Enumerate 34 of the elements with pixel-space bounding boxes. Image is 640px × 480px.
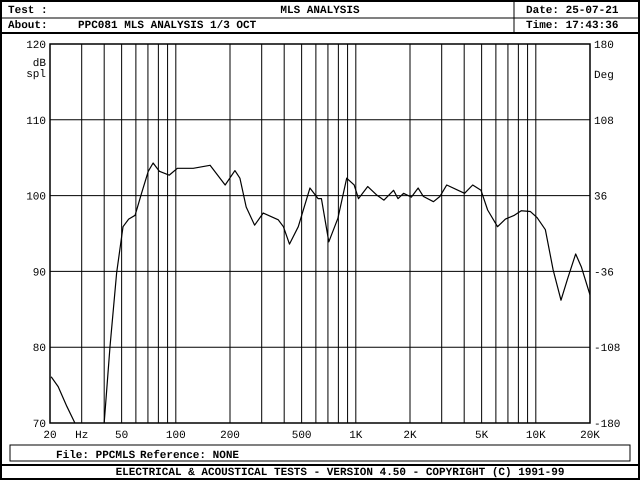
- y-axis-title: dB spl: [26, 58, 46, 81]
- x-tick-label: 500: [292, 430, 312, 442]
- text: Time: 17:43:36: [526, 20, 618, 32]
- y2-axis-title: Deg: [594, 70, 614, 82]
- text: Test :: [8, 5, 48, 17]
- y-tick-label: 90: [32, 267, 46, 280]
- y2-tick-label: 180: [594, 40, 614, 52]
- x-tick-label: 100: [166, 430, 186, 442]
- text: Date: 25-07-21: [526, 5, 619, 17]
- text: About:: [8, 20, 48, 32]
- x-tick-label: 20K: [580, 430, 600, 442]
- x-tick-label: 50: [115, 430, 128, 442]
- y2-tick-label: -180: [594, 419, 620, 431]
- x-tick-label: 200: [220, 430, 240, 442]
- y-tick-label: 100: [26, 192, 46, 204]
- x-tick-label: 5K: [475, 430, 489, 442]
- text: File: PPCMLS: [56, 450, 136, 462]
- chart-title: MLS ANALYSIS: [280, 5, 360, 17]
- y2-tick-label: -36: [594, 267, 614, 280]
- x-tick-label: 2K: [403, 430, 417, 442]
- y2-tick-label: 108: [594, 116, 614, 128]
- text: Reference: NONE: [140, 449, 240, 462]
- y-tick-label: 120: [26, 40, 46, 52]
- x-tick-label: Hz: [75, 430, 88, 442]
- x-tick-label: 20: [43, 430, 57, 442]
- y2-tick-label: -108: [594, 343, 620, 356]
- chart-subtitle: PPC081 MLS ANALYSIS 1/3 OCT: [78, 20, 257, 32]
- y-tick-label: 70: [32, 419, 46, 431]
- y-tick-label: 110: [26, 116, 46, 128]
- y-tick-label: 80: [32, 343, 46, 356]
- x-tick-label: 10K: [526, 430, 546, 442]
- text: ELECTRICAL & ACOUSTICAL TESTS - VERSION 4.50 - COPYRIGHT (C) 1991-99: [116, 467, 564, 479]
- x-tick-label: 1K: [349, 430, 363, 442]
- y2-tick-label: 36: [594, 192, 608, 204]
